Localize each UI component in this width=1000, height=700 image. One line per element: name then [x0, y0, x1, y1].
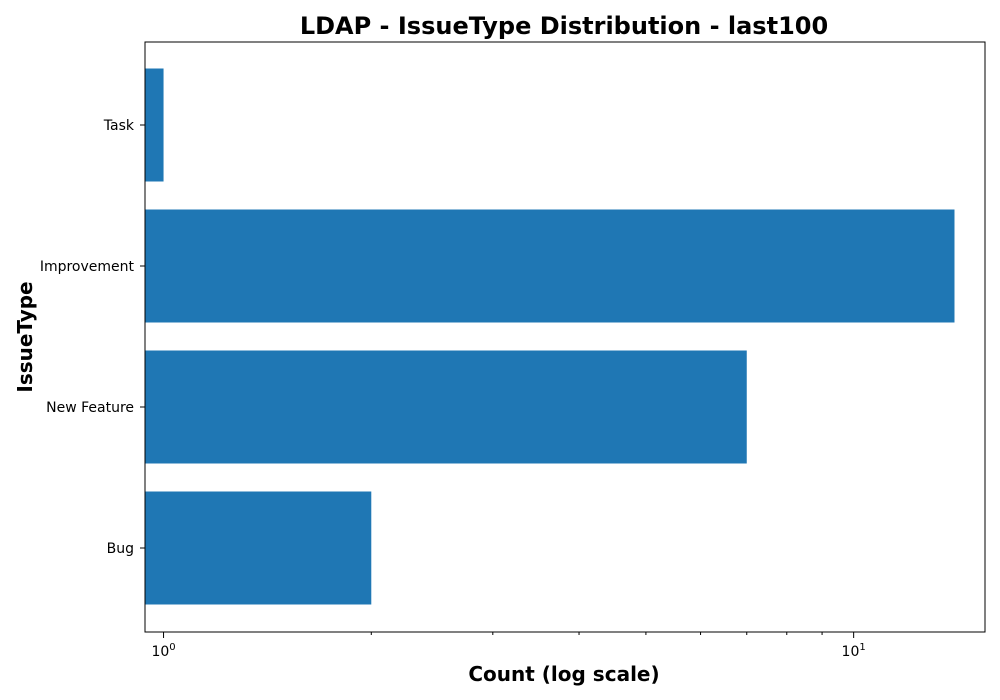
bar-bug — [145, 491, 372, 605]
bar-new-feature — [145, 350, 747, 464]
x-tick-label: 101 — [842, 642, 866, 660]
plot-frame — [144, 41, 986, 633]
y-tick-label: Bug — [107, 541, 134, 557]
y-axis-label: IssueType — [13, 281, 37, 392]
y-tick-label: Task — [103, 118, 135, 134]
bar-improvement — [145, 209, 955, 323]
y-axis: Bug New Feature Improvement Task — [40, 118, 145, 557]
x-tick-label: 100 — [151, 642, 175, 660]
bars — [145, 68, 955, 605]
y-tick-label: New Feature — [46, 400, 134, 416]
chart-title: LDAP - IssueType Distribution - last100 — [300, 12, 828, 40]
y-tick-label: Improvement — [40, 259, 135, 275]
bar-task — [145, 68, 164, 182]
x-axis: 100 101 — [151, 632, 866, 660]
x-axis-label: Count (log scale) — [468, 662, 659, 686]
